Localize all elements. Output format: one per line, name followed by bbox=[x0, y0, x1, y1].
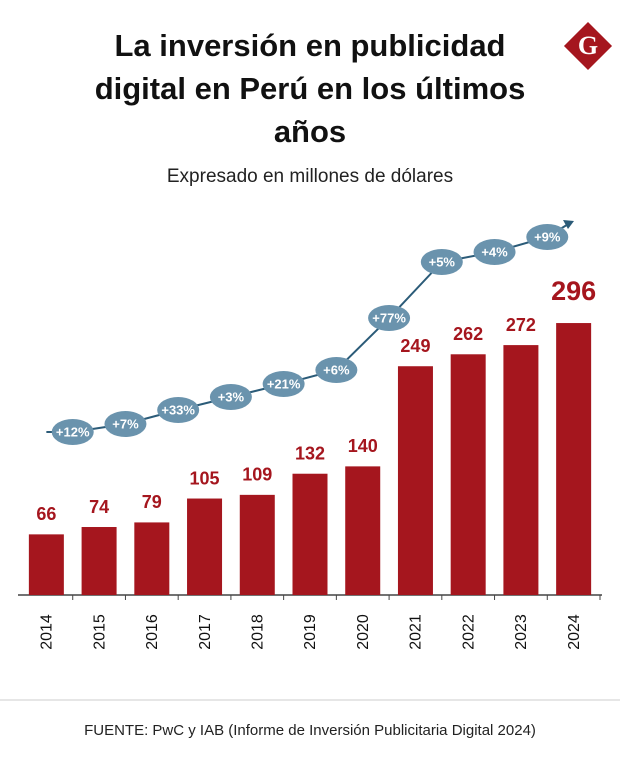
growth-label: +3% bbox=[218, 389, 245, 404]
growth-badge bbox=[368, 305, 411, 331]
bar bbox=[556, 323, 592, 595]
growth-label: +33% bbox=[161, 402, 195, 417]
growth-badge bbox=[262, 371, 305, 397]
growth-label: +9% bbox=[534, 229, 561, 244]
growth-badge bbox=[51, 419, 94, 445]
growth-badge bbox=[104, 411, 147, 437]
x-tick-label: 2016 bbox=[144, 614, 161, 650]
bar bbox=[239, 494, 275, 595]
source: FUENTE: PwC y IAB (Informe de Inversión … bbox=[84, 722, 536, 739]
value-label: 79 bbox=[142, 492, 162, 512]
growth-label: +4% bbox=[481, 244, 508, 259]
growth-badge bbox=[157, 397, 200, 423]
chart-title: La inversión en publicidad digital en Pe… bbox=[94, 28, 526, 149]
growth-label: +12% bbox=[56, 424, 90, 439]
bar bbox=[397, 366, 433, 595]
bar bbox=[187, 498, 223, 595]
x-tick-label: 2021 bbox=[408, 614, 425, 650]
svg-text:G: G bbox=[578, 31, 598, 60]
value-label: 140 bbox=[348, 436, 378, 456]
growth-badge bbox=[526, 224, 569, 250]
growth-badge bbox=[420, 249, 463, 275]
bar bbox=[503, 345, 539, 595]
chart-subtitle: Expresado en millones de dólares bbox=[166, 166, 454, 187]
x-tick-label: 2022 bbox=[460, 614, 477, 650]
x-tick-label: 2023 bbox=[513, 614, 530, 650]
bar bbox=[134, 522, 170, 595]
bar bbox=[81, 527, 117, 595]
growth-badge bbox=[209, 384, 252, 410]
growth-badge bbox=[315, 357, 358, 383]
x-tick-label: 2014 bbox=[39, 614, 56, 650]
growth-label: +5% bbox=[429, 254, 456, 269]
growth-label: +7% bbox=[112, 416, 139, 431]
x-tick-label: 2015 bbox=[91, 614, 108, 650]
logo: G bbox=[563, 21, 613, 71]
growth-badge bbox=[473, 239, 516, 265]
x-tick-label: 2024 bbox=[566, 614, 583, 650]
trend-arrow bbox=[563, 220, 574, 229]
value-label: 132 bbox=[295, 443, 325, 463]
x-tick-label: 2017 bbox=[197, 614, 214, 650]
growth-label: +6% bbox=[323, 362, 350, 377]
x-tick-label: 2019 bbox=[302, 614, 319, 650]
value-label: 109 bbox=[242, 465, 272, 485]
x-tick-label: 2020 bbox=[355, 614, 372, 650]
growth-label: +77% bbox=[372, 310, 406, 325]
value-label: 74 bbox=[89, 497, 109, 517]
value-label: 296 bbox=[551, 276, 596, 306]
x-tick-label: 2018 bbox=[249, 614, 266, 650]
bar bbox=[292, 473, 328, 595]
value-label: 272 bbox=[506, 315, 536, 335]
bar bbox=[345, 466, 381, 595]
value-label: 249 bbox=[400, 336, 430, 356]
value-label: 262 bbox=[453, 324, 483, 344]
growth-label: +21% bbox=[267, 376, 301, 391]
value-label: 105 bbox=[190, 468, 220, 488]
value-label: 66 bbox=[36, 504, 56, 524]
bar bbox=[450, 354, 486, 595]
bar bbox=[28, 534, 64, 595]
